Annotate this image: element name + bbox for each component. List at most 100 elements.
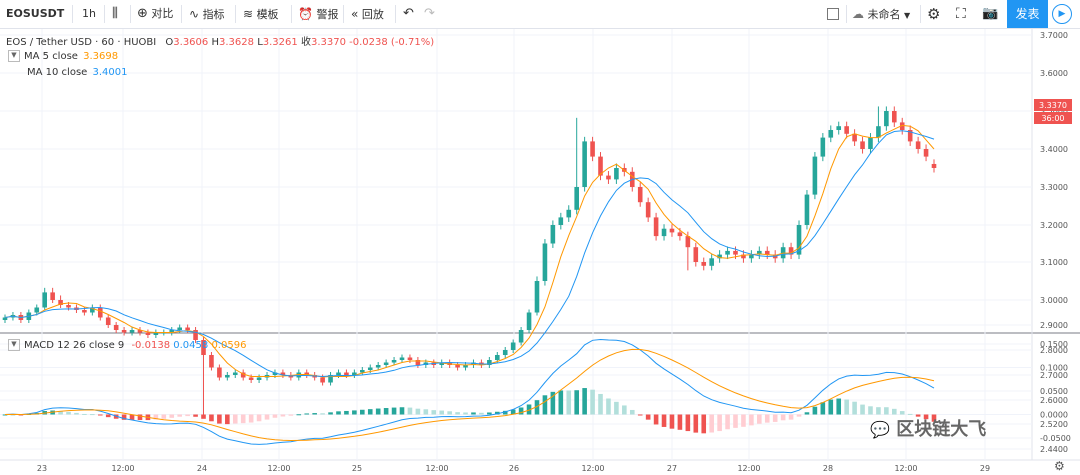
candle-body [137,330,143,333]
compare-button[interactable]: ⊕ 对比 [137,0,173,28]
macd-hist-bar [550,391,556,415]
candle-body [669,228,675,233]
ma10-value: 3.4001 [92,67,128,78]
macd-hist-bar [161,414,167,419]
candle-body [820,137,826,157]
macd-hist-bar [391,407,397,415]
macd-hist-bar [201,414,206,419]
symbol-selector[interactable]: EOSUSDT [6,7,65,20]
macd-hist-bar [471,412,476,415]
low-value: 3.3261 [262,37,298,48]
candle-body [34,307,40,313]
candle-body [42,292,48,308]
macd-hist-bar [2,414,8,416]
candle-body [693,247,699,262]
macd-hist-bar [304,413,310,415]
last-price-tag: 3.3370 36:00 [1034,99,1072,124]
macd-hist-bar [399,407,405,415]
alarm-clock-icon: ⏰ [298,7,313,21]
camera-icon[interactable]: 📷 [982,6,999,21]
countdown-label: 36:00 [1041,114,1064,123]
macd-hist-bar [58,411,63,415]
macd-hist-bar [598,393,603,415]
macd-hist-bar [185,414,190,417]
price-tick-label: 3.3000 [1040,183,1068,192]
layout-name-button[interactable]: ☁ 未命名 ▼ [852,0,910,28]
legend-collapse-icon[interactable]: ▼ [8,50,20,62]
candle-body [645,202,651,218]
chart-type-icon[interactable]: ⫼ [112,6,118,21]
price-tick-label: 2.9000 [1040,321,1068,330]
macd-hist-bar [105,414,111,418]
candle-body [891,111,897,123]
candle-body [876,126,881,138]
indicator-icon: ∿ [189,7,200,21]
settings-gear-icon[interactable]: ⚙ [927,5,941,23]
macd-hist-bar [113,414,119,419]
candle-body [487,360,492,365]
candle-body [439,362,445,365]
macd-hist-bar [844,399,849,415]
macd-hist-bar [217,414,222,424]
templates-button[interactable]: ≋ 模板 [243,0,279,28]
macd-hist-bar [677,414,683,430]
candle-body [677,232,683,237]
candle-body [399,357,405,360]
undo-icon[interactable]: ↶ [403,6,414,21]
axis-settings-gear-icon[interactable]: ⚙ [1054,459,1065,473]
macd-hist-bar [868,406,873,415]
replay-button[interactable]: « 回放 [351,0,384,28]
candle-body [201,340,206,355]
macd-hist-bar [336,411,341,415]
ma5-line [4,124,935,378]
alert-button[interactable]: ⏰ 警报 [298,0,338,28]
macd-hist-bar [852,401,857,415]
publish-button[interactable]: 发表 [1007,0,1048,28]
macd-hist-bar [899,411,905,415]
candle-body [105,317,111,325]
macd-hist-bar [876,407,881,415]
macd-hist-bar [757,414,762,424]
price-tick-label: 3.5000 [1040,107,1068,116]
price-tick-label: 3.4000 [1040,145,1068,154]
select-checkbox[interactable] [827,8,839,20]
high-value: 3.3628 [219,37,254,48]
main-title: EOS / Tether USD · 60 · HUOBI [6,37,157,48]
macd-hist-bar [590,389,595,415]
candle-body [2,317,8,320]
candle-body [177,327,182,330]
interval-selector[interactable]: 1h [82,7,96,20]
legend-collapse-icon[interactable]: ▼ [8,339,20,351]
ma10-label: MA 10 close [27,67,88,78]
divider [920,5,921,23]
candle-body [796,225,802,255]
high-label: H [211,37,219,48]
macd-hist-bar [510,409,516,415]
candle-body [328,375,333,383]
redo-icon[interactable]: ↷ [424,6,435,21]
macd-hist-bar [232,414,238,424]
macd-hist-bar [360,409,365,415]
candle-body [280,372,286,375]
gridlines [0,29,1032,460]
candle-body [915,141,921,149]
candle-body [749,254,754,259]
macd-hist-bar [534,400,540,415]
indicators-button[interactable]: ∿ 指标 [189,0,225,28]
candle-body [860,141,865,149]
macd-label: MACD 12 26 close 9 [24,340,125,351]
price-tick-label: 2.8000 [1040,346,1068,355]
macd-hist-bar [931,414,937,422]
macd-lines [4,338,935,445]
macd-hist-bar [733,414,738,428]
candle-body [836,126,842,130]
play-icon[interactable]: ▶ [1052,4,1072,24]
templates-label: 模板 [256,8,279,21]
macd-hist-bar [169,414,175,418]
candle-body [852,133,857,142]
candle-body [352,372,357,375]
fullscreen-icon[interactable]: ⛶ [956,6,966,22]
plus-circle-icon: ⊕ [137,6,148,21]
macd-hist-bar [97,414,103,416]
